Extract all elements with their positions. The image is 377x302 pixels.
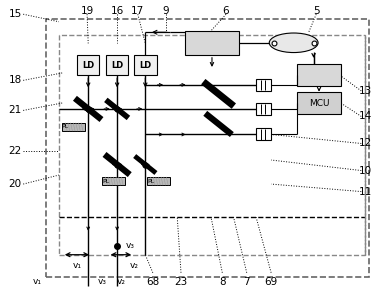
Text: 10: 10 <box>359 165 372 175</box>
Text: v₁: v₁ <box>33 277 42 286</box>
Text: 68: 68 <box>146 277 159 287</box>
Text: LD: LD <box>139 60 152 69</box>
Text: 20: 20 <box>8 179 21 189</box>
Text: 9: 9 <box>162 6 169 16</box>
Text: 23: 23 <box>175 277 188 287</box>
Text: 15: 15 <box>8 9 21 19</box>
Bar <box>134 55 156 75</box>
Bar <box>297 92 341 114</box>
Bar <box>256 103 271 115</box>
Bar <box>77 55 100 75</box>
Text: v₃: v₃ <box>98 277 107 286</box>
Text: 22: 22 <box>8 146 21 156</box>
Text: 17: 17 <box>131 6 144 16</box>
Bar <box>256 128 271 140</box>
Text: 69: 69 <box>265 277 278 287</box>
Text: PL: PL <box>147 178 154 184</box>
Text: 5: 5 <box>313 6 320 16</box>
Bar <box>106 55 129 75</box>
Bar <box>61 123 85 131</box>
Text: 12: 12 <box>359 139 372 149</box>
Ellipse shape <box>269 33 318 53</box>
Text: 13: 13 <box>359 86 372 96</box>
Bar <box>147 177 170 185</box>
Text: 14: 14 <box>359 111 372 121</box>
Bar <box>102 177 125 185</box>
Text: PL: PL <box>62 124 69 130</box>
Text: 18: 18 <box>8 76 21 85</box>
Text: 16: 16 <box>110 6 124 16</box>
Text: v₁: v₁ <box>72 261 81 270</box>
Text: 7: 7 <box>244 277 250 287</box>
Text: 11: 11 <box>359 187 372 197</box>
Text: 6: 6 <box>223 6 229 16</box>
Text: 8: 8 <box>219 277 225 287</box>
Bar <box>59 35 365 255</box>
Text: LD: LD <box>111 60 123 69</box>
Bar <box>256 79 271 91</box>
Bar <box>46 19 369 277</box>
Bar <box>297 64 341 86</box>
Text: v₂: v₂ <box>130 261 138 270</box>
Bar <box>185 31 239 55</box>
Text: 19: 19 <box>80 6 94 16</box>
Text: 21: 21 <box>8 105 21 115</box>
Text: LD: LD <box>82 60 94 69</box>
Text: v₃: v₃ <box>126 241 134 250</box>
Text: MCU: MCU <box>309 98 329 108</box>
Text: PL: PL <box>102 178 109 184</box>
Text: v₂: v₂ <box>117 277 126 286</box>
